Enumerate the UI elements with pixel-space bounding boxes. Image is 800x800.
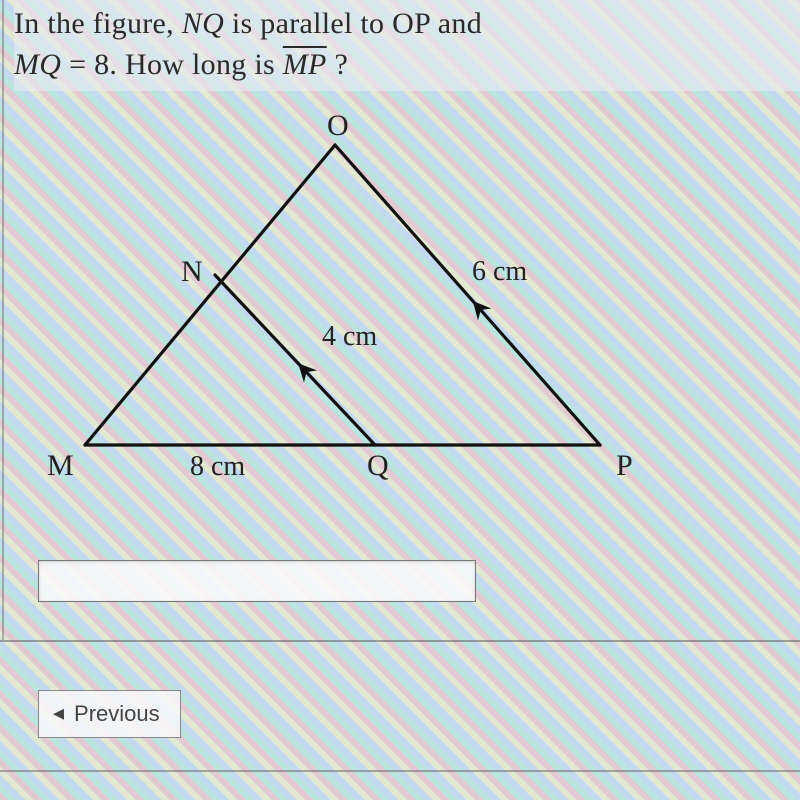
q-line2-mq: MQ bbox=[14, 48, 61, 81]
svg-text:8 cm: 8 cm bbox=[190, 451, 245, 482]
svg-text:P: P bbox=[616, 449, 633, 482]
svg-text:M: M bbox=[47, 449, 74, 482]
q-line1-nq: NQ bbox=[182, 7, 224, 40]
edge-labels: 4 cm 6 cm 8 cm bbox=[190, 256, 527, 482]
svg-text:6 cm: 6 cm bbox=[472, 256, 527, 287]
question-text: In the figure, NQ is parallel to OP and … bbox=[14, 0, 800, 91]
svg-text:N: N bbox=[181, 255, 203, 288]
previous-button[interactable]: ◂ Previous bbox=[38, 690, 181, 738]
q-line1-post: is parallel to OP and bbox=[224, 7, 482, 40]
triangle-edges bbox=[85, 145, 600, 445]
previous-label: Previous bbox=[74, 701, 160, 726]
q-line2-end: ? bbox=[327, 48, 348, 81]
triangle-svg: O N Q M P 4 cm 6 cm 8 cm bbox=[40, 100, 680, 520]
triangle-figure: O N Q M P 4 cm 6 cm 8 cm bbox=[40, 100, 680, 520]
section-divider bbox=[0, 640, 800, 642]
caret-left-icon: ◂ bbox=[53, 700, 64, 726]
vertex-labels: O N Q M P bbox=[47, 109, 633, 482]
q-line2-mid: = 8. How long is bbox=[61, 48, 283, 81]
page: In the figure, NQ is parallel to OP and … bbox=[0, 0, 800, 800]
left-border-rule bbox=[2, 0, 4, 640]
q-line1-pre: In the figure, bbox=[14, 7, 182, 40]
svg-text:4 cm: 4 cm bbox=[322, 321, 377, 352]
footer-divider bbox=[0, 770, 800, 772]
answer-input[interactable] bbox=[38, 560, 476, 602]
svg-text:O: O bbox=[327, 109, 349, 142]
q-line2-mp: MP bbox=[283, 48, 327, 81]
svg-text:Q: Q bbox=[367, 449, 389, 482]
